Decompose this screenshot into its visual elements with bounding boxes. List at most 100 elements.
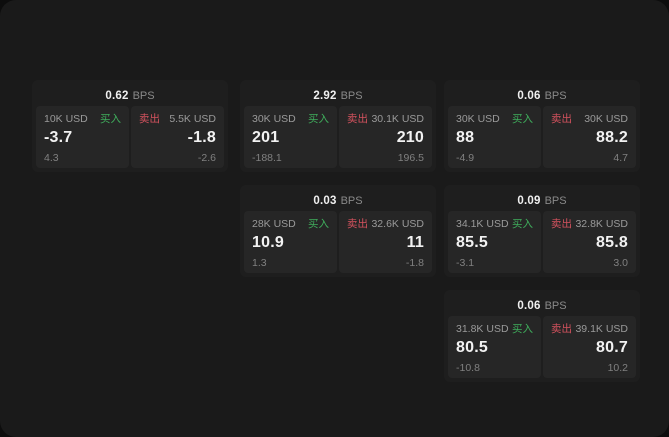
- buy-size-label: 10K USD: [44, 113, 88, 125]
- sell-panel[interactable]: 卖出 5.5K USD -1.8 -2.6: [131, 106, 224, 168]
- bps-unit-label: BPS: [340, 89, 363, 102]
- sell-size-label: 32.8K USD: [575, 218, 628, 230]
- sell-panel[interactable]: 卖出 30K USD 88.2 4.7: [543, 106, 636, 168]
- card-header-bps: 0.09 BPS: [448, 191, 636, 210]
- buy-quote-value: -3.7: [44, 129, 73, 146]
- buy-sub-value: -10.8: [456, 362, 480, 374]
- quote-card: 0.06 BPS 31.8K USD 买入 80.5 -10.8 卖出 39.1…: [444, 290, 640, 382]
- buy-panel[interactable]: 34.1K USD 买入 85.5 -3.1: [448, 211, 541, 273]
- sell-quote-value: 11: [406, 234, 424, 251]
- sell-panel[interactable]: 卖出 32.6K USD 11 -1.8: [339, 211, 432, 273]
- buy-side-label: 买入: [512, 218, 533, 230]
- buy-panel[interactable]: 10K USD 买入 -3.7 4.3: [36, 106, 129, 168]
- card-header-bps: 0.06 BPS: [448, 86, 636, 105]
- sell-quote-value: 85.8: [596, 234, 628, 251]
- buy-panel-header: 28K USD 买入: [252, 218, 329, 230]
- sell-panel-header: 卖出 30K USD: [551, 113, 628, 125]
- bps-unit-label: BPS: [132, 89, 155, 102]
- bps-value: 0.03: [313, 194, 337, 207]
- sell-panel-header: 卖出 30.1K USD: [347, 113, 424, 125]
- buy-panel[interactable]: 30K USD 买入 88 -4.9: [448, 106, 541, 168]
- buy-panel-header: 31.8K USD 买入: [456, 323, 533, 335]
- buy-size-label: 28K USD: [252, 218, 296, 230]
- sell-panel[interactable]: 卖出 39.1K USD 80.7 10.2: [543, 316, 636, 378]
- bps-value: 2.92: [313, 89, 337, 102]
- sell-sub-value: 3.0: [613, 257, 628, 269]
- buy-side-label: 买入: [512, 113, 533, 125]
- buy-quote-value: 80.5: [456, 339, 488, 356]
- sell-size-label: 32.6K USD: [371, 218, 424, 230]
- buy-panel[interactable]: 31.8K USD 买入 80.5 -10.8: [448, 316, 541, 378]
- sell-quote-value: 80.7: [596, 339, 628, 356]
- quote-card: 2.92 BPS 30K USD 买入 201 -188.1 卖出 30.1K …: [240, 80, 436, 172]
- sell-side-label: 卖出: [139, 113, 160, 125]
- bps-unit-label: BPS: [544, 299, 567, 312]
- buy-sell-panels: 31.8K USD 买入 80.5 -10.8 卖出 39.1K USD 80.…: [448, 316, 636, 378]
- buy-quote-value: 88: [456, 129, 475, 146]
- sell-side-label: 卖出: [551, 218, 572, 230]
- buy-side-label: 买入: [100, 113, 121, 125]
- buy-sub-value: -188.1: [252, 152, 282, 164]
- buy-side-label: 买入: [308, 218, 329, 230]
- bps-value: 0.09: [517, 194, 541, 207]
- sell-panel[interactable]: 卖出 32.8K USD 85.8 3.0: [543, 211, 636, 273]
- sell-size-label: 39.1K USD: [575, 323, 628, 335]
- buy-size-label: 31.8K USD: [456, 323, 509, 335]
- quote-card: 0.09 BPS 34.1K USD 买入 85.5 -3.1 卖出 32.8K…: [444, 185, 640, 277]
- buy-sell-panels: 30K USD 买入 88 -4.9 卖出 30K USD 88.2 4.7: [448, 106, 636, 168]
- buy-panel[interactable]: 30K USD 买入 201 -188.1: [244, 106, 337, 168]
- bps-unit-label: BPS: [544, 89, 567, 102]
- quote-card: 0.06 BPS 30K USD 买入 88 -4.9 卖出 30K USD 8…: [444, 80, 640, 172]
- buy-sell-panels: 28K USD 买入 10.9 1.3 卖出 32.6K USD 11 -1.8: [244, 211, 432, 273]
- buy-sub-value: -4.9: [456, 152, 475, 164]
- sell-size-label: 30K USD: [584, 113, 628, 125]
- buy-quote-value: 85.5: [456, 234, 488, 251]
- sell-sub-value: -2.6: [197, 152, 216, 164]
- buy-panel-header: 10K USD 买入: [44, 113, 121, 125]
- bps-unit-label: BPS: [544, 194, 567, 207]
- card-header-bps: 0.06 BPS: [448, 296, 636, 315]
- sell-size-label: 5.5K USD: [169, 113, 216, 125]
- sell-sub-value: -1.8: [405, 257, 424, 269]
- buy-sub-value: 4.3: [44, 152, 59, 164]
- sell-size-label: 30.1K USD: [371, 113, 424, 125]
- quote-card: 0.62 BPS 10K USD 买入 -3.7 4.3 卖出 5.5K USD…: [32, 80, 228, 172]
- buy-sell-panels: 10K USD 买入 -3.7 4.3 卖出 5.5K USD -1.8 -2.…: [36, 106, 224, 168]
- sell-quote-value: -1.8: [187, 129, 216, 146]
- buy-side-label: 买入: [512, 323, 533, 335]
- buy-size-label: 30K USD: [252, 113, 296, 125]
- buy-panel-header: 34.1K USD 买入: [456, 218, 533, 230]
- buy-sell-panels: 34.1K USD 买入 85.5 -3.1 卖出 32.8K USD 85.8…: [448, 211, 636, 273]
- buy-side-label: 买入: [308, 113, 329, 125]
- bps-value: 0.62: [105, 89, 129, 102]
- buy-panel-header: 30K USD 买入: [456, 113, 533, 125]
- card-header-bps: 2.92 BPS: [244, 86, 432, 105]
- buy-panel[interactable]: 28K USD 买入 10.9 1.3: [244, 211, 337, 273]
- sell-side-label: 卖出: [347, 113, 368, 125]
- sell-side-label: 卖出: [347, 218, 368, 230]
- sell-panel[interactable]: 卖出 30.1K USD 210 196.5: [339, 106, 432, 168]
- sell-side-label: 卖出: [551, 323, 572, 335]
- sell-panel-header: 卖出 32.6K USD: [347, 218, 424, 230]
- sell-panel-header: 卖出 5.5K USD: [139, 113, 216, 125]
- quote-card: 0.03 BPS 28K USD 买入 10.9 1.3 卖出 32.6K US…: [240, 185, 436, 277]
- sell-sub-value: 10.2: [607, 362, 628, 374]
- bps-unit-label: BPS: [340, 194, 363, 207]
- buy-quote-value: 10.9: [252, 234, 284, 251]
- sell-quote-value: 210: [396, 129, 424, 146]
- buy-panel-header: 30K USD 买入: [252, 113, 329, 125]
- sell-sub-value: 4.7: [613, 152, 628, 164]
- bps-value: 0.06: [517, 299, 541, 312]
- card-header-bps: 0.62 BPS: [36, 86, 224, 105]
- buy-sell-panels: 30K USD 买入 201 -188.1 卖出 30.1K USD 210 1…: [244, 106, 432, 168]
- sell-side-label: 卖出: [551, 113, 572, 125]
- sell-panel-header: 卖出 32.8K USD: [551, 218, 628, 230]
- buy-size-label: 34.1K USD: [456, 218, 509, 230]
- buy-sub-value: -3.1: [456, 257, 475, 269]
- sell-quote-value: 88.2: [596, 129, 628, 146]
- buy-sub-value: 1.3: [252, 257, 267, 269]
- bps-value: 0.06: [517, 89, 541, 102]
- buy-quote-value: 201: [252, 129, 280, 146]
- card-header-bps: 0.03 BPS: [244, 191, 432, 210]
